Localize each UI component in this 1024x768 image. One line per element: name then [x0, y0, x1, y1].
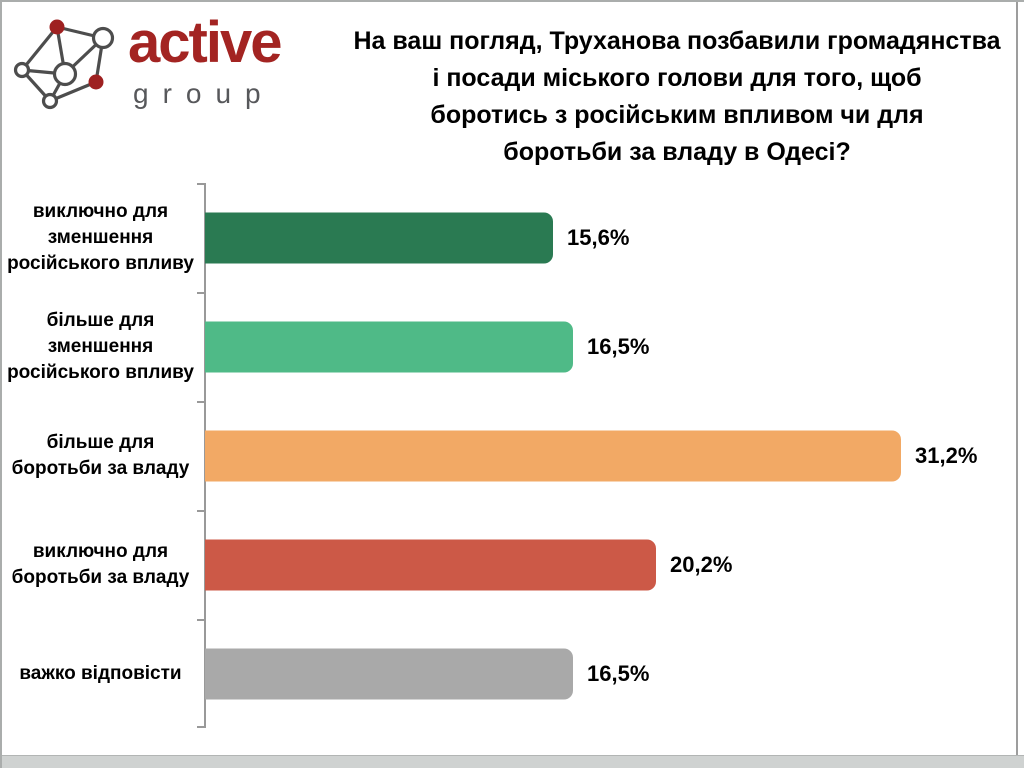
- axis-tick: [197, 619, 204, 621]
- axis-tick: [197, 401, 204, 403]
- category-label: виключно для боротьби за владу: [11, 540, 190, 588]
- slide-bottom-border: [2, 755, 1024, 768]
- value-label: 31,2%: [915, 442, 978, 468]
- category-label: більше для зменшення російського впливу: [7, 309, 194, 383]
- axis-tick: [197, 292, 204, 294]
- bar-3: [205, 430, 901, 481]
- value-label: 16,5%: [587, 333, 650, 359]
- active-group-logo: active group: [2, 2, 332, 172]
- axis-tick: [197, 183, 204, 185]
- axis-tick: [197, 510, 204, 512]
- bar-chart: виключно для зменшення російського вплив…: [2, 183, 1018, 728]
- bar-5: [205, 648, 573, 699]
- chart-row: виключно для боротьби за владу 20,2%: [2, 510, 1018, 619]
- network-nodes-icon: [13, 19, 115, 110]
- brand-name-active: active: [128, 10, 282, 75]
- chart-title: На ваш погляд, Труханова позбавили грома…: [353, 27, 1001, 166]
- bar-track: 15,6%: [205, 183, 1018, 292]
- axis-tick: [197, 726, 204, 728]
- chart-row: виключно для зменшення російського вплив…: [2, 183, 1018, 292]
- chart-row: важко відповісти 16,5%: [2, 619, 1018, 728]
- bar-track: 31,2%: [205, 401, 1018, 510]
- category-label: важко відповісти: [19, 662, 182, 684]
- bar-4: [205, 539, 656, 590]
- value-label: 20,2%: [670, 551, 733, 577]
- bar-1: [205, 212, 553, 263]
- bar-2: [205, 321, 573, 372]
- category-label: більше для боротьби за владу: [11, 431, 190, 479]
- value-label: 15,6%: [567, 224, 630, 250]
- bar-track: 16,5%: [205, 292, 1018, 401]
- slide-right-border: [1016, 2, 1018, 757]
- category-label: виключно для зменшення російського вплив…: [7, 200, 194, 274]
- bar-track: 20,2%: [205, 510, 1018, 619]
- value-label: 16,5%: [587, 660, 650, 686]
- chart-row: більше для боротьби за владу 31,2%: [2, 401, 1018, 510]
- brand-name-group: group: [133, 78, 275, 109]
- bar-track: 16,5%: [205, 619, 1018, 728]
- chart-row: більше для зменшення російського впливу 1…: [2, 292, 1018, 401]
